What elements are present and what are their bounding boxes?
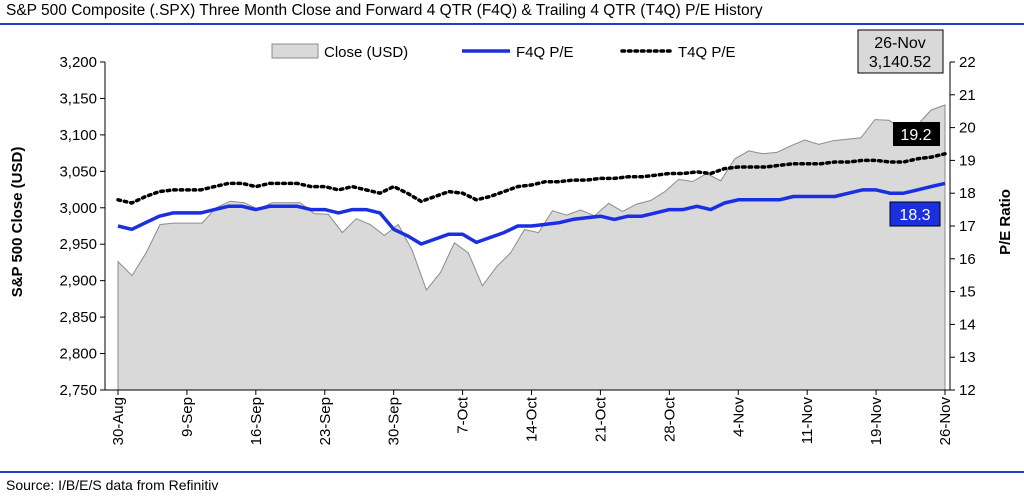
t4q-pe-line — [116, 152, 947, 205]
x-tick-label: 28-Oct — [661, 396, 678, 442]
t4q-callout-box — [893, 122, 940, 146]
y-right-tick-label: 12 — [959, 382, 976, 399]
y-right-tick-label: 17 — [959, 218, 976, 235]
x-tick-label: 30-Sep — [386, 397, 403, 445]
y-left-tick-label: 2,750 — [59, 382, 97, 399]
legend-t4q-label: T4Q P/E — [678, 44, 736, 61]
x-tick-label: 26-Nov — [937, 397, 954, 446]
x-tick-label: 21-Oct — [592, 396, 609, 442]
y-right-tick-label: 22 — [959, 54, 976, 71]
x-tick-label: 7-Oct — [455, 396, 472, 434]
t4q-callout-label: 19.2 — [900, 127, 931, 144]
x-tick-label: 14-Oct — [524, 396, 541, 442]
y-left-tick-label: 2,800 — [59, 346, 97, 363]
f4q-callout-label: 18.3 — [899, 207, 930, 224]
y-right-tick-label: 18 — [959, 185, 976, 202]
y-left-tick-label: 3,100 — [59, 127, 97, 144]
x-tick-label: 19-Nov — [868, 397, 885, 446]
y-right-tick-label: 15 — [959, 284, 976, 301]
f4q-callout-box — [889, 201, 941, 227]
y-left-tick-label: 2,850 — [59, 309, 97, 326]
close-callout-box — [857, 29, 944, 74]
close-area-series — [117, 104, 946, 391]
y-right-tick-label: 19 — [959, 152, 976, 169]
legend-close-swatch — [271, 43, 319, 59]
y-right-tick-label: 21 — [959, 87, 976, 104]
x-tick-label: 9-Sep — [179, 397, 196, 437]
x-tick-label: 16-Sep — [248, 397, 265, 445]
y-left-tick-label: 2,900 — [59, 273, 97, 290]
y-left-tick-label: 3,150 — [59, 90, 97, 107]
x-tick-label: 23-Sep — [317, 397, 334, 445]
legend-close-label: Close (USD) — [324, 44, 408, 61]
footer-rule — [0, 471, 1024, 473]
y-right-tick-label: 20 — [959, 120, 976, 137]
y-left-tick-label: 2,950 — [59, 236, 97, 253]
x-tick-label: 30-Aug — [110, 397, 127, 445]
chart-title: S&P 500 Composite (.SPX) Three Month Clo… — [6, 2, 763, 19]
title-rule — [0, 23, 1024, 25]
f4q-pe-line — [117, 181, 946, 246]
y-right-tick-label: 14 — [959, 316, 976, 333]
close-callout-value: 3,140.52 — [869, 54, 931, 71]
y-left-tick-label: 3,000 — [59, 200, 97, 217]
y-right-tick-label: 13 — [959, 349, 976, 366]
x-tick-label: 4-Nov — [730, 397, 747, 438]
x-tick-label: 11-Nov — [799, 397, 816, 445]
y-left-tick-label: 3,200 — [59, 54, 97, 71]
y-left-axis-title: S&P 500 Close (USD) — [9, 147, 26, 298]
legend-f4q-label: F4Q P/E — [516, 44, 574, 61]
y-right-axis-title: P/E Ratio — [997, 189, 1014, 255]
close-callout-date: 26-Nov — [874, 35, 926, 52]
y-right-tick-label: 16 — [959, 251, 976, 268]
y-left-tick-label: 3,050 — [59, 163, 97, 180]
source-note: Source: I/B/E/S data from Refinitiv — [6, 477, 219, 493]
